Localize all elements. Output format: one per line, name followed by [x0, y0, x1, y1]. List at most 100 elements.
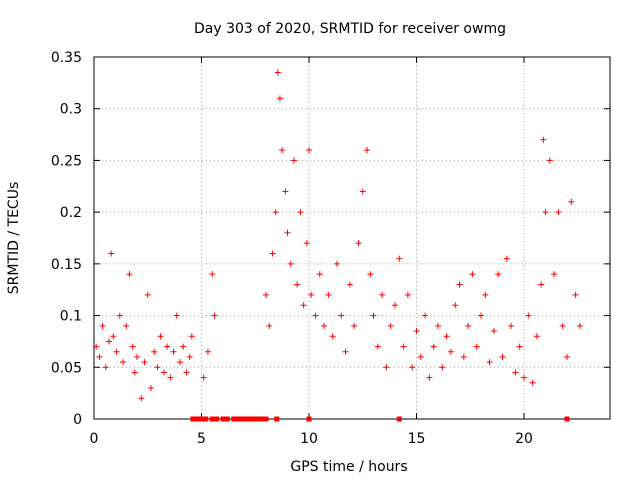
y-tick-label: 0.05	[51, 360, 82, 376]
data-point	[351, 322, 358, 329]
y-axis-label: SRMTID / TECUs	[6, 182, 22, 295]
data-point	[266, 322, 273, 329]
axis-layer: 0 0.05 0.1 0.15 0.2 0.25 0.3 0.35 0 5 10 15 20	[51, 50, 611, 447]
data-point	[297, 209, 304, 216]
data-point	[157, 333, 164, 340]
y-tick-label: 0.25	[51, 153, 82, 169]
data-point	[478, 312, 484, 319]
data-point	[525, 312, 532, 319]
zero-point	[224, 416, 230, 422]
data-point	[160, 369, 167, 376]
data-point	[276, 95, 283, 102]
y-tick-label: 0.3	[60, 102, 82, 118]
zero-point	[306, 416, 312, 422]
data-point	[447, 348, 454, 355]
data-point	[508, 322, 515, 329]
zero-point	[234, 416, 240, 422]
x-tick-label: 0	[90, 431, 99, 447]
data-point	[308, 291, 315, 298]
data-point	[312, 312, 319, 319]
data-point	[108, 250, 115, 257]
zero-point	[231, 416, 237, 422]
data-point	[282, 188, 289, 195]
data-point	[430, 343, 437, 350]
y-tick-label: 0.1	[60, 309, 82, 325]
data-point	[106, 338, 113, 345]
data-point	[387, 322, 394, 329]
zero-point	[251, 416, 257, 422]
zero-point	[396, 416, 402, 422]
x-tick-label: 15	[408, 431, 426, 447]
data-point	[263, 291, 269, 298]
data-point	[559, 322, 566, 329]
data-point	[180, 343, 187, 350]
data-point	[342, 348, 349, 355]
data-point	[141, 359, 148, 366]
data-point	[546, 157, 553, 164]
zero-point	[242, 416, 247, 422]
data-point	[572, 291, 579, 298]
data-point	[333, 260, 340, 267]
data-point	[521, 374, 527, 381]
data-point	[102, 364, 109, 371]
data-point	[173, 312, 180, 319]
data-point	[110, 333, 117, 340]
data-point	[96, 353, 103, 360]
data-point	[144, 291, 151, 298]
data-point	[564, 353, 570, 360]
data-point	[426, 374, 433, 381]
data-point	[490, 328, 497, 335]
data-point	[413, 328, 420, 335]
data-point	[120, 359, 127, 366]
data-point	[325, 291, 332, 298]
data-point	[99, 322, 106, 329]
data-point	[306, 147, 312, 154]
data-point	[303, 240, 310, 247]
data-point	[272, 209, 279, 216]
zero-point	[196, 416, 202, 422]
x-axis-label: GPS time / hours	[290, 459, 407, 475]
data-point	[383, 364, 390, 371]
zero-point	[200, 416, 206, 422]
data-point	[284, 229, 291, 236]
data-point	[204, 348, 211, 355]
data-point	[404, 291, 411, 298]
data-point	[170, 348, 177, 355]
data-point	[473, 343, 480, 350]
data-point	[409, 364, 416, 371]
data-point	[274, 69, 281, 76]
data-point	[460, 353, 467, 360]
data-point	[154, 364, 161, 371]
data-point	[177, 359, 183, 366]
x-tick-label: 20	[515, 431, 533, 447]
data-point	[529, 379, 536, 386]
data-point	[443, 333, 450, 340]
data-point	[542, 209, 549, 216]
data-point	[469, 271, 476, 278]
data-point	[279, 147, 286, 154]
data-point	[151, 348, 158, 355]
data-point	[126, 271, 133, 278]
data-point	[269, 250, 276, 257]
zero-point	[220, 416, 226, 422]
data-point	[186, 353, 193, 360]
data-point	[486, 359, 493, 366]
data-point	[321, 322, 328, 329]
data-point	[183, 369, 190, 376]
data-point	[465, 322, 472, 329]
data-point	[576, 322, 583, 329]
zero-point	[245, 416, 251, 422]
x-tick-label: 10	[300, 431, 318, 447]
data-point	[499, 353, 506, 360]
data-point	[134, 353, 140, 360]
data-point	[167, 374, 174, 381]
data-point	[452, 302, 459, 309]
zero-point	[190, 416, 196, 422]
grid-layer	[94, 57, 610, 419]
data-point	[147, 384, 154, 391]
data-point	[555, 209, 562, 216]
data-point	[512, 369, 519, 376]
data-point	[392, 302, 398, 309]
